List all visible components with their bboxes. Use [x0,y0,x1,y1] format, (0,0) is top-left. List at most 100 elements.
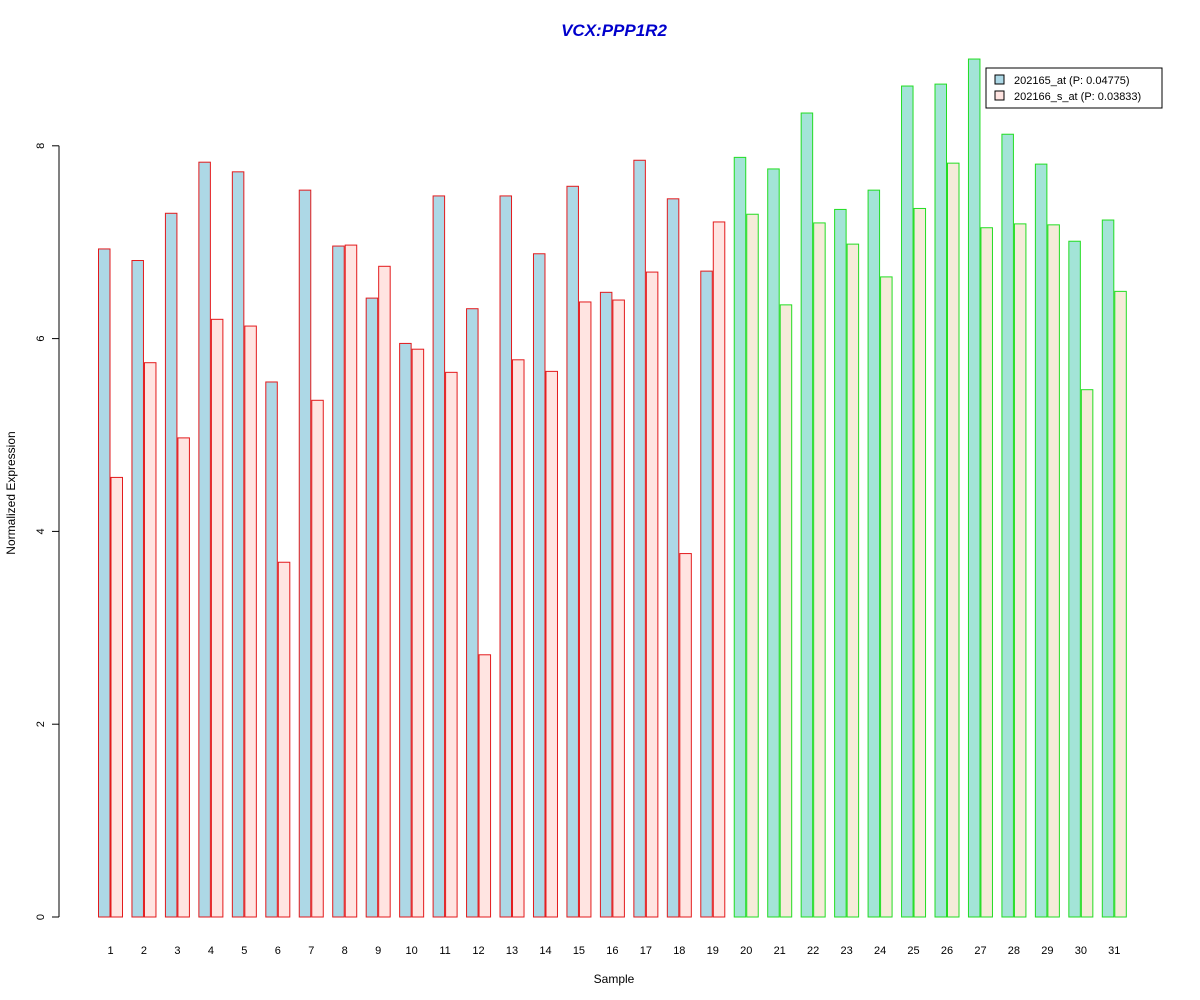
x-tick-label: 9 [375,945,381,957]
legend-label: 202165_at (P: 0.04775) [1014,75,1130,87]
bar-202165-at [298,189,312,918]
x-tick-label: 15 [573,945,585,957]
bar-202165-at [466,308,479,918]
x-tick-label: 26 [941,945,953,957]
x-tick-label: 24 [874,945,886,957]
bar-202165-at [231,171,245,918]
chart-title: VCX:PPP1R2 [561,21,667,40]
bar-202165-at [131,260,144,918]
bar-202166-s-at [143,362,157,918]
bar-202166-s-at [411,348,425,918]
legend-swatch [994,90,1005,101]
x-tick-label: 20 [740,945,752,957]
x-tick-label: 5 [241,945,247,957]
bar-202165-at [967,58,981,918]
bar-202166-s-at [1114,290,1127,918]
bar-202165-at [432,195,446,918]
x-tick-label: 22 [807,945,819,957]
bar-202166-s-at [445,371,458,918]
x-tick-label: 6 [275,945,281,957]
bar-202165-at [934,83,947,918]
bar-202165-at [98,248,111,918]
bar-202166-s-at [344,244,358,918]
bar-202165-at [198,161,211,918]
x-tick-label: 2 [141,945,147,957]
bar-202165-at [1001,133,1014,918]
bar-202165-at [265,381,278,918]
bar-202166-s-at [512,359,525,918]
x-axis-label: Sample [594,972,635,986]
bar-202166-s-at [947,162,960,918]
legend: 202165_at (P: 0.04775) 202166_s_at (P: 0.… [985,67,1163,109]
bar-202166-s-at [378,265,391,918]
x-tick-label: 19 [707,945,719,957]
x-tick-label: 1 [107,945,113,957]
bar-202165-at [566,185,579,918]
bar-202166-s-at [578,301,592,918]
x-tick-label: 18 [673,945,685,957]
y-tick-label: 6 [35,336,47,342]
bar-202165-at [834,208,847,918]
bar-202166-s-at [880,276,893,918]
x-tick-label: 7 [308,945,314,957]
bar-202165-at [901,85,914,918]
x-tick-label: 28 [1008,945,1020,957]
bar-202166-s-at [311,399,324,918]
bar-202165-at [1068,240,1081,918]
legend-box [985,67,1163,109]
bar-202166-s-at [478,654,492,918]
bar-202165-at [1034,163,1048,918]
bar-202166-s-at [779,304,793,918]
bar-202165-at [800,112,814,918]
bar-202165-at [499,195,513,918]
y-tick-label: 4 [35,528,47,534]
bar-202166-s-at [846,243,860,918]
bar-202166-s-at [110,476,123,918]
x-tick-label: 4 [208,945,214,957]
legend-label: 202166_s_at (P: 0.03833) [1014,91,1141,103]
x-tick-labels: 1 2 3 4 5 6 7 8 9 10 11 12 13 14 15 16 17 18 19 20 21 22 23 24 2… [107,945,1120,957]
y-tick-label: 8 [35,143,47,149]
bar-202166-s-at [277,561,291,918]
x-tick-label: 31 [1108,945,1120,957]
x-tick-label: 29 [1041,945,1053,957]
bar-202166-s-at [177,437,190,918]
bar-202166-s-at [913,207,927,918]
bar-202166-s-at [813,222,826,918]
x-tick-label: 3 [174,945,180,957]
bar-202165-at [767,168,780,918]
bar-202166-s-at [1013,223,1027,918]
x-tick-label: 21 [774,945,786,957]
bar-202165-at [666,198,680,918]
x-tick-label: 16 [606,945,618,957]
bar-202165-at [700,270,713,918]
x-tick-label: 14 [539,945,551,957]
y-axis: 0 2 4 6 8 [35,143,60,920]
bar-202166-s-at [545,370,558,918]
x-tick-label: 25 [907,945,919,957]
bar-202165-at [399,342,412,918]
y-tick-label: 2 [35,721,47,727]
x-tick-label: 30 [1075,945,1087,957]
bar-202166-s-at [210,318,224,918]
bar-202165-at [532,253,546,918]
x-tick-label: 13 [506,945,518,957]
bars-group [98,58,1127,918]
bar-202166-s-at [645,271,659,918]
x-tick-label: 27 [974,945,986,957]
bar-202165-at [599,291,613,918]
bar-202165-at [867,189,881,918]
bar-202166-s-at [712,221,726,918]
bar-202166-s-at [612,299,625,918]
x-tick-label: 8 [342,945,348,957]
bar-202166-s-at [980,227,993,918]
bar-202166-s-at [1080,389,1094,918]
x-tick-label: 11 [439,945,450,957]
y-tick-label: 0 [35,914,47,920]
bar-202166-s-at [746,213,759,918]
bar-202165-at [332,245,345,918]
bar-202165-at [733,156,747,918]
bar-202165-at [164,212,178,918]
x-tick-label: 23 [840,945,852,957]
